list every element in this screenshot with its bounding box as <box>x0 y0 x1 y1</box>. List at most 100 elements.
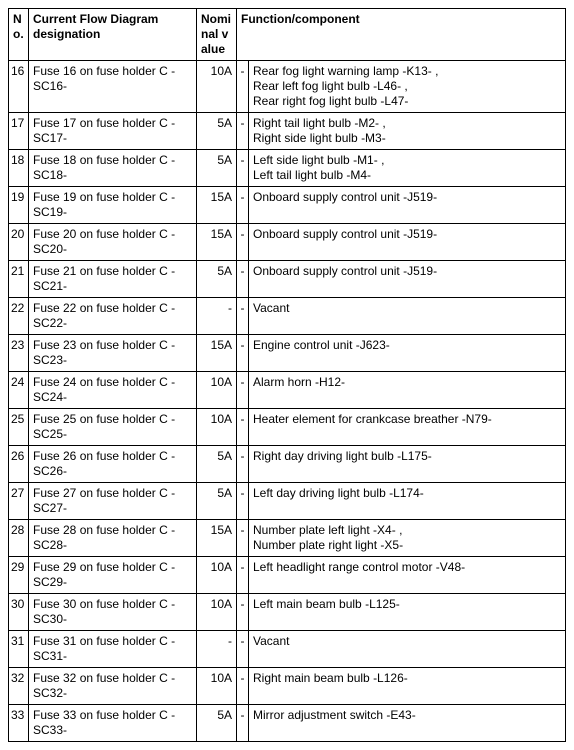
cell-no: 27 <box>9 483 29 520</box>
cell-func: Left day driving light bulb -L174- <box>249 483 566 520</box>
cell-cfd: Fuse 25 on fuse holder C -SC25- <box>29 409 197 446</box>
cell-dash: - <box>237 261 249 298</box>
cell-func: Vacant <box>249 298 566 335</box>
cell-nom: 15A <box>197 335 237 372</box>
cell-func: Onboard supply control unit -J519- <box>249 187 566 224</box>
cell-no: 20 <box>9 224 29 261</box>
cell-cfd: Fuse 28 on fuse holder C -SC28- <box>29 520 197 557</box>
cell-no: 30 <box>9 594 29 631</box>
header-cfd: Current Flow Diagram designation <box>29 9 197 61</box>
cell-dash: - <box>237 187 249 224</box>
cell-dash: - <box>237 224 249 261</box>
cell-func: Onboard supply control unit -J519- <box>249 224 566 261</box>
cell-func: Alarm horn -H12- <box>249 372 566 409</box>
table-row: 24Fuse 24 on fuse holder C -SC24-10A-Ala… <box>9 372 566 409</box>
cell-func: Vacant <box>249 631 566 668</box>
cell-cfd: Fuse 18 on fuse holder C -SC18- <box>29 150 197 187</box>
table-row: 23Fuse 23 on fuse holder C -SC23-15A-Eng… <box>9 335 566 372</box>
header-nom: Nominal value <box>197 9 237 61</box>
cell-func: Left main beam bulb -L125- <box>249 594 566 631</box>
cell-cfd: Fuse 17 on fuse holder C -SC17- <box>29 113 197 150</box>
cell-nom: 10A <box>197 409 237 446</box>
table-row: 27Fuse 27 on fuse holder C -SC27-5A-Left… <box>9 483 566 520</box>
cell-dash: - <box>237 61 249 113</box>
cell-nom: 10A <box>197 668 237 705</box>
cell-no: 33 <box>9 705 29 742</box>
cell-dash: - <box>237 409 249 446</box>
cell-cfd: Fuse 24 on fuse holder C -SC24- <box>29 372 197 409</box>
cell-func: Heater element for crankcase breather -N… <box>249 409 566 446</box>
cell-nom: 10A <box>197 372 237 409</box>
cell-nom: 15A <box>197 224 237 261</box>
cell-dash: - <box>237 594 249 631</box>
table-row: 30Fuse 30 on fuse holder C -SC30-10A-Lef… <box>9 594 566 631</box>
table-row: 19Fuse 19 on fuse holder C -SC19-15A-Onb… <box>9 187 566 224</box>
cell-nom: 5A <box>197 113 237 150</box>
table-row: 16Fuse 16 on fuse holder C -SC16-10A-Rea… <box>9 61 566 113</box>
cell-no: 22 <box>9 298 29 335</box>
cell-no: 31 <box>9 631 29 668</box>
cell-cfd: Fuse 31 on fuse holder C -SC31- <box>29 631 197 668</box>
cell-dash: - <box>237 705 249 742</box>
cell-nom: 5A <box>197 483 237 520</box>
cell-cfd: Fuse 23 on fuse holder C -SC23- <box>29 335 197 372</box>
cell-func: Left side light bulb -M1- , Left tail li… <box>249 150 566 187</box>
header-func: Function/component <box>237 9 566 61</box>
cell-no: 29 <box>9 557 29 594</box>
cell-func: Right main beam bulb -L126- <box>249 668 566 705</box>
cell-cfd: Fuse 19 on fuse holder C -SC19- <box>29 187 197 224</box>
table-row: 20Fuse 20 on fuse holder C -SC20-15A-Onb… <box>9 224 566 261</box>
cell-cfd: Fuse 29 on fuse holder C -SC29- <box>29 557 197 594</box>
cell-nom: 5A <box>197 446 237 483</box>
table-row: 28Fuse 28 on fuse holder C -SC28-15A-Num… <box>9 520 566 557</box>
fuse-table: No. Current Flow Diagram designation Nom… <box>8 8 566 742</box>
cell-no: 18 <box>9 150 29 187</box>
cell-nom: - <box>197 298 237 335</box>
cell-nom: 5A <box>197 705 237 742</box>
cell-nom: 5A <box>197 150 237 187</box>
header-no: No. <box>9 9 29 61</box>
cell-dash: - <box>237 335 249 372</box>
cell-nom: 15A <box>197 520 237 557</box>
cell-no: 21 <box>9 261 29 298</box>
cell-func: Left headlight range control motor -V48- <box>249 557 566 594</box>
table-row: 25Fuse 25 on fuse holder C -SC25-10A-Hea… <box>9 409 566 446</box>
cell-no: 28 <box>9 520 29 557</box>
cell-nom: 10A <box>197 594 237 631</box>
cell-no: 19 <box>9 187 29 224</box>
cell-no: 23 <box>9 335 29 372</box>
cell-dash: - <box>237 557 249 594</box>
cell-cfd: Fuse 30 on fuse holder C -SC30- <box>29 594 197 631</box>
cell-no: 32 <box>9 668 29 705</box>
table-row: 18Fuse 18 on fuse holder C -SC18-5A-Left… <box>9 150 566 187</box>
cell-nom: 10A <box>197 557 237 594</box>
cell-cfd: Fuse 27 on fuse holder C -SC27- <box>29 483 197 520</box>
cell-dash: - <box>237 483 249 520</box>
cell-no: 24 <box>9 372 29 409</box>
cell-func: Engine control unit -J623- <box>249 335 566 372</box>
cell-func: Onboard supply control unit -J519- <box>249 261 566 298</box>
table-row: 31Fuse 31 on fuse holder C -SC31---Vacan… <box>9 631 566 668</box>
table-row: 22Fuse 22 on fuse holder C -SC22---Vacan… <box>9 298 566 335</box>
cell-dash: - <box>237 631 249 668</box>
table-row: 29Fuse 29 on fuse holder C -SC29-10A-Lef… <box>9 557 566 594</box>
cell-dash: - <box>237 520 249 557</box>
cell-cfd: Fuse 16 on fuse holder C -SC16- <box>29 61 197 113</box>
cell-dash: - <box>237 113 249 150</box>
cell-cfd: Fuse 20 on fuse holder C -SC20- <box>29 224 197 261</box>
table-row: 17Fuse 17 on fuse holder C -SC17-5A-Righ… <box>9 113 566 150</box>
cell-func: Right tail light bulb -M2- , Right side … <box>249 113 566 150</box>
cell-cfd: Fuse 22 on fuse holder C -SC22- <box>29 298 197 335</box>
cell-func: Rear fog light warning lamp -K13- , Rear… <box>249 61 566 113</box>
cell-dash: - <box>237 150 249 187</box>
table-row: 26Fuse 26 on fuse holder C -SC26-5A-Righ… <box>9 446 566 483</box>
cell-func: Mirror adjustment switch -E43- <box>249 705 566 742</box>
cell-dash: - <box>237 668 249 705</box>
cell-dash: - <box>237 298 249 335</box>
table-row: 21Fuse 21 on fuse holder C -SC21-5A-Onbo… <box>9 261 566 298</box>
cell-cfd: Fuse 33 on fuse holder C -SC33- <box>29 705 197 742</box>
cell-func: Number plate left light -X4- , Number pl… <box>249 520 566 557</box>
cell-no: 26 <box>9 446 29 483</box>
cell-no: 17 <box>9 113 29 150</box>
cell-cfd: Fuse 26 on fuse holder C -SC26- <box>29 446 197 483</box>
